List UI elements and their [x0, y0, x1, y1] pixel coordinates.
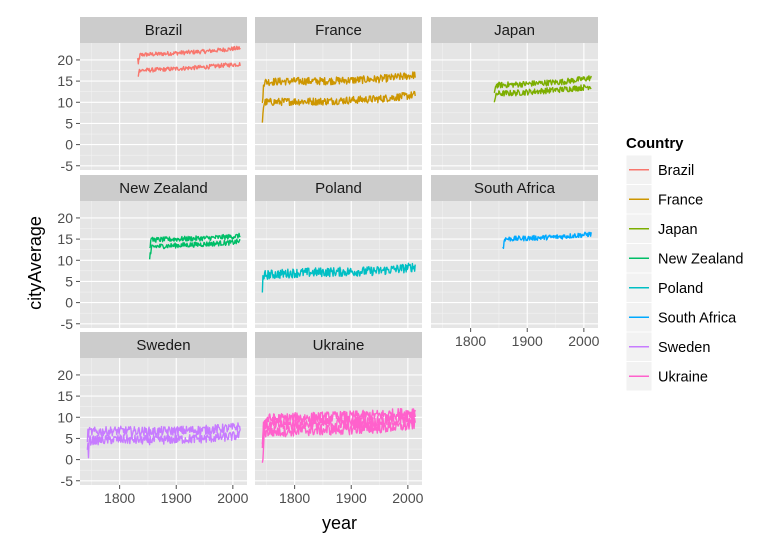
y-tick-label: -5 — [61, 158, 74, 174]
y-tick-label: 0 — [65, 452, 73, 468]
facet-poland: Poland — [255, 175, 422, 328]
facet-japan: Japan — [431, 17, 598, 170]
y-tick-label: -5 — [61, 473, 74, 489]
y-tick-label: 0 — [65, 137, 73, 153]
facet-strip-new-zealand — [80, 175, 247, 201]
y-axis-title: cityAverage — [25, 216, 45, 310]
series-line-ukraine-2 — [261, 412, 416, 449]
y-tick-label: 10 — [57, 409, 73, 425]
x-tick-label: 1800 — [455, 333, 486, 349]
facet-label-new-zealand: New Zealand — [119, 180, 207, 197]
y-tick-label: 20 — [57, 52, 73, 68]
series-france — [261, 71, 416, 123]
y-tick-label: 15 — [57, 388, 73, 404]
series-line-new-zealand-2 — [148, 238, 241, 260]
facet-label-ukraine: Ukraine — [313, 337, 365, 354]
legend-label-japan: Japan — [658, 222, 698, 238]
facet-label-sweden: Sweden — [136, 337, 190, 354]
series-japan — [493, 75, 592, 103]
legend-label-poland: Poland — [658, 281, 703, 297]
panel-background — [255, 43, 422, 170]
legend-label-brazil: Brazil — [658, 163, 694, 179]
y-axis: -5 0 5 10 15 20 -5 0 5 10 15 20 -5 0 5 10 15 20 — [57, 52, 80, 489]
y-tick-label: 20 — [57, 210, 73, 226]
facet-strip-ukraine — [255, 332, 422, 358]
panel-background — [255, 201, 422, 328]
legend-label-ukraine: Ukraine — [658, 369, 708, 385]
x-tick-label: 2000 — [568, 333, 599, 349]
x-tick-label: 1900 — [161, 490, 192, 506]
series-line-japan-1 — [493, 75, 592, 94]
series-line-sweden-1 — [86, 422, 241, 443]
series-line-ukraine-3 — [261, 417, 416, 463]
series-line-poland-1 — [261, 262, 416, 293]
series-line-sweden-2 — [86, 430, 241, 459]
legend: Country Brazil France Japan New Zealand Pola… — [625, 135, 743, 392]
series-line-japan-2 — [493, 84, 592, 103]
x-axis-title: year — [322, 513, 357, 533]
facet-label-japan: Japan — [494, 22, 535, 39]
facet-south-africa: South Africa — [431, 175, 598, 328]
x-axis: 1800 1900 2000 1800 1900 2000 1800 1900 2000 — [104, 328, 600, 506]
series-line-south-africa-1 — [502, 231, 592, 250]
x-tick-label: 1900 — [336, 490, 367, 506]
series-line-brazil-1 — [137, 45, 241, 65]
y-tick-label: -5 — [61, 316, 74, 332]
y-tick-label: 5 — [65, 115, 73, 131]
y-tick-label: 20 — [57, 367, 73, 383]
series-ukraine — [261, 408, 416, 463]
series-line-new-zealand-1 — [149, 232, 241, 249]
facet-ukraine: Ukraine — [255, 332, 422, 485]
x-tick-label: 1900 — [512, 333, 543, 349]
legend-label-south-africa: South Africa — [658, 310, 737, 326]
series-poland — [261, 262, 416, 293]
panel-background — [80, 358, 247, 485]
facet-france: France — [255, 17, 422, 170]
series-sweden — [86, 422, 241, 459]
x-tick-label: 2000 — [392, 490, 423, 506]
facet-strip-brazil — [80, 17, 247, 43]
x-tick-label: 1800 — [104, 490, 135, 506]
y-tick-label: 10 — [57, 252, 73, 268]
panel-background — [80, 43, 247, 170]
series-line-france-2 — [261, 90, 416, 123]
y-tick-label: 5 — [65, 273, 73, 289]
facet-label-france: France — [315, 22, 362, 39]
panel-background — [431, 201, 598, 328]
panel-background — [431, 43, 598, 170]
x-tick-label: 2000 — [217, 490, 248, 506]
y-tick-label: 5 — [65, 430, 73, 446]
series-south-africa — [502, 231, 592, 250]
y-tick-label: 0 — [65, 295, 73, 311]
facet-panels: Brazil France Japan New Zealand Poland South … — [80, 17, 598, 485]
facet-new-zealand: New Zealand — [80, 175, 247, 328]
y-tick-label: 15 — [57, 231, 73, 247]
panel-background — [80, 201, 247, 328]
facet-strip-poland — [255, 175, 422, 201]
facet-sweden: Sweden — [80, 332, 247, 485]
facet-strip-sweden — [80, 332, 247, 358]
y-tick-label: 15 — [57, 73, 73, 89]
facet-label-brazil: Brazil — [145, 22, 183, 39]
legend-label-france: France — [658, 192, 703, 208]
facet-strip-south-africa — [431, 175, 598, 201]
series-line-brazil-2 — [137, 62, 241, 77]
y-tick-label: 10 — [57, 94, 73, 110]
facet-strip-japan — [431, 17, 598, 43]
facet-label-poland: Poland — [315, 180, 362, 197]
facet-strip-france — [255, 17, 422, 43]
series-brazil — [137, 45, 241, 77]
x-tick-label: 1800 — [279, 490, 310, 506]
legend-label-sweden: Sweden — [658, 340, 710, 356]
facet-brazil: Brazil — [80, 17, 247, 170]
facet-label-south-africa: South Africa — [474, 180, 556, 197]
legend-label-new-zealand: New Zealand — [658, 251, 743, 267]
series-new-zealand — [148, 232, 241, 260]
series-line-france-1 — [261, 71, 416, 104]
legend-title: Country — [626, 135, 684, 152]
